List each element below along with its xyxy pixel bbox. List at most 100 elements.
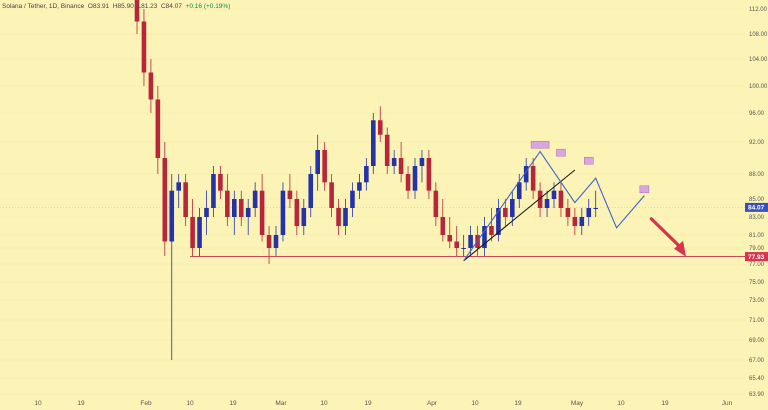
candle [405,166,411,199]
candle-body [204,208,209,217]
candle-body [266,235,272,248]
candle-body [315,150,320,174]
candle [218,166,223,199]
price-tick-label: 92.00 [749,140,765,146]
candle [516,174,522,208]
price-tick-label: 96.00 [749,111,765,117]
candle-body [503,208,508,217]
candle-body [391,158,397,166]
time-tick-label: 10 [34,400,42,407]
candle-body [183,182,188,217]
time-tick-label: Jun [722,400,733,407]
price-tick-label: 108.00 [749,32,768,38]
candle-body [350,190,355,208]
candle [489,208,494,242]
candle [343,199,348,235]
candle [496,199,501,242]
price-tick-label: 73.00 [749,298,765,304]
current-price-badge [745,202,768,212]
candle-body [280,190,286,235]
candle [579,208,585,235]
candle [461,235,466,256]
candle [169,174,175,360]
time-axis[interactable]: 10 19 Feb 10 19 Mar 10 19 Apr 10 19 May 10 19 Jun [34,400,732,407]
price-tick-label: 77.00 [749,262,765,268]
candle [593,190,598,217]
candle [329,174,334,217]
candle [266,226,272,264]
time-tick-label: 19 [364,400,372,407]
pattern-marker [584,156,594,165]
pattern-markers [530,140,650,194]
candle [419,150,425,183]
time-tick-label: 19 [229,400,237,407]
trendline [463,169,576,262]
candle-body [565,208,571,217]
candle-body [287,190,293,199]
candle-body [468,235,473,248]
time-tick-label: 10 [186,400,194,407]
candle [183,174,188,226]
candle [315,134,320,191]
candle [280,182,286,242]
time-tick-label: May [571,400,584,407]
time-tick-label: Feb [140,400,152,407]
pattern-zigzag [463,150,645,262]
candle-body [412,166,418,191]
arrow-shaft [649,217,683,250]
candle [530,158,536,199]
candle-body [155,99,161,158]
candle [148,59,154,113]
candles [134,0,598,360]
candle-body [454,241,459,248]
time-tick-label: 10 [471,400,479,407]
pattern-marker [530,140,550,149]
candle [572,208,578,235]
candle [426,150,432,199]
candle-body [419,158,425,166]
price-tick-label: 65.40 [749,376,765,382]
candle-body [134,0,140,22]
candle [377,106,383,142]
candle [544,190,550,217]
candle [155,86,161,174]
candle-body [482,226,487,248]
candle-body [141,21,147,73]
price-tick-label: 71.00 [749,318,765,324]
candle [440,199,446,242]
current-price-label: 84.07 [748,205,765,212]
candle-body [558,190,564,208]
candle [384,127,390,174]
price-axis[interactable]: 112.00 108.00 104.00 100.00 96.00 92.00 88.00 8… [745,7,768,398]
time-tick-label: 10 [320,400,328,407]
price-tick-label: 104.00 [749,57,768,63]
price-tick-label: 69.00 [749,338,765,344]
candle-body [252,190,258,208]
candle-body [245,208,251,217]
candle [211,166,216,217]
chart-header: Solana / Tether, 1D, Binance O83.91 H85.… [2,3,230,10]
candle-body [211,174,216,208]
candle [586,199,592,226]
candle [301,199,307,235]
price-tick-label: 63.90 [749,392,765,398]
price-tick-label: 100.00 [749,84,768,90]
support-price-label: 77.93 [748,254,765,261]
candle [204,190,209,235]
candle-body [322,150,327,183]
candle [190,199,195,256]
candle [391,150,397,174]
price-tick-label: 67.00 [749,358,765,364]
candle [523,158,529,191]
price-tick-label: 88.00 [749,172,765,178]
time-tick-label: 19 [661,400,669,407]
candle-body [433,190,439,217]
candle [294,190,300,235]
price-tick-label: 83.00 [749,215,765,221]
candle [197,208,202,256]
candle-body [301,208,307,226]
candle-body [357,182,362,191]
candle-body [371,120,376,166]
candle-body [405,174,411,191]
